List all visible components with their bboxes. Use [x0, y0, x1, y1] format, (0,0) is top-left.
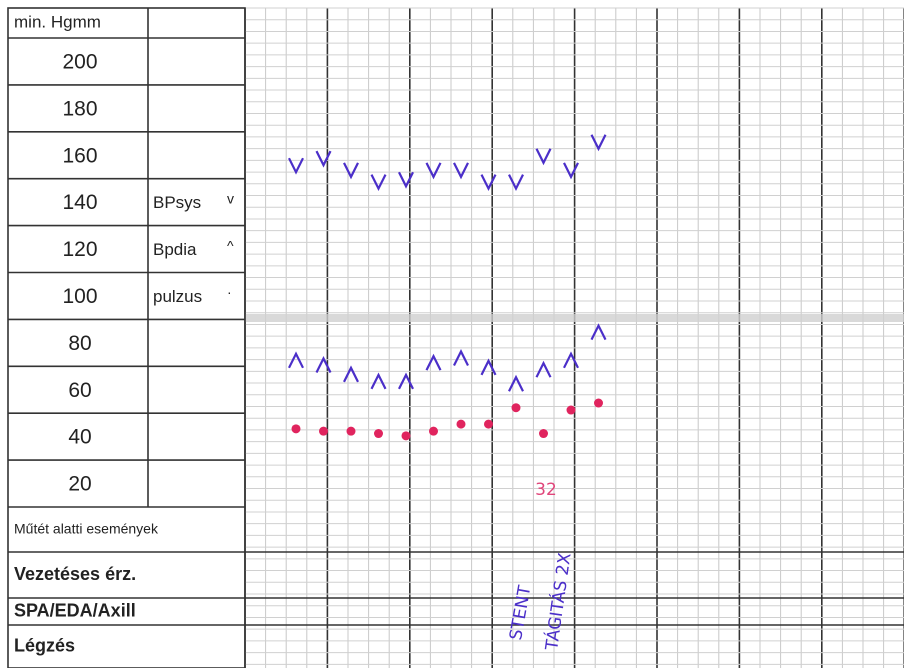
pulse-mark	[319, 427, 328, 436]
scale-label: 40	[68, 426, 91, 449]
pulse-mark	[402, 431, 411, 440]
diastolic-mark	[564, 354, 578, 368]
systolic-mark	[427, 163, 441, 177]
pulse-mark	[429, 427, 438, 436]
systolic-mark	[564, 163, 578, 177]
pulse-mark	[539, 429, 548, 438]
section-label: SPA/EDA/Axill	[14, 600, 136, 620]
header: min. Hgmm	[14, 12, 101, 31]
diastolic-mark	[399, 375, 413, 389]
section-label: Légzés	[14, 635, 75, 655]
anesthesia-chart: min. Hgmm 200 180 160 140 120 100 80 60 40 20 BPsys…	[0, 0, 904, 668]
pulse-mark	[567, 406, 576, 415]
systolic-mark	[509, 175, 523, 189]
diastolic-mark	[372, 375, 386, 389]
scale-label: 100	[62, 285, 97, 308]
legend-symbol: v	[227, 190, 234, 206]
systolic-mark	[317, 151, 331, 165]
diastolic-mark	[509, 377, 523, 391]
legend-symbol: ^	[227, 237, 234, 253]
pulse-mark	[292, 424, 301, 433]
diastolic-mark	[317, 359, 331, 373]
systolic-mark	[482, 175, 496, 189]
diastolic-mark	[537, 363, 551, 377]
pulse-mark	[512, 403, 521, 412]
pulse-mark	[374, 429, 383, 438]
note: 32	[535, 480, 557, 500]
section-label: Műtét alatti események	[14, 521, 159, 537]
diastolic-mark	[289, 354, 303, 368]
scale-label: 200	[62, 51, 97, 74]
systolic-mark	[454, 163, 468, 177]
section-label: Vezetéses érz.	[14, 564, 136, 584]
pulse-mark	[457, 420, 466, 429]
diastolic-mark	[592, 326, 606, 340]
pulse-mark	[484, 420, 493, 429]
scale-label: 60	[68, 379, 91, 402]
scale-label: 160	[62, 144, 97, 167]
note: TÁGITÁS 2X	[540, 551, 576, 652]
legend-label: pulzus	[153, 287, 202, 306]
diastolic-mark	[482, 361, 496, 375]
legend-symbol: ·	[227, 284, 232, 300]
scan-band	[245, 314, 904, 322]
scale-label: 120	[62, 238, 97, 261]
scale-label: 20	[68, 473, 91, 496]
legend-label: BPsys	[153, 193, 201, 212]
diastolic-mark	[454, 351, 468, 365]
legend-label: Bpdia	[153, 240, 197, 259]
diastolic-mark	[344, 368, 358, 382]
scale-label: 180	[62, 97, 97, 120]
systolic-mark	[344, 163, 358, 177]
note: STENT	[506, 583, 535, 641]
pulse-mark	[594, 399, 603, 408]
systolic-mark	[372, 175, 386, 189]
scale-label: 140	[62, 191, 97, 214]
pulse-mark	[347, 427, 356, 436]
scale-label: 80	[68, 332, 91, 355]
diastolic-mark	[427, 356, 441, 370]
